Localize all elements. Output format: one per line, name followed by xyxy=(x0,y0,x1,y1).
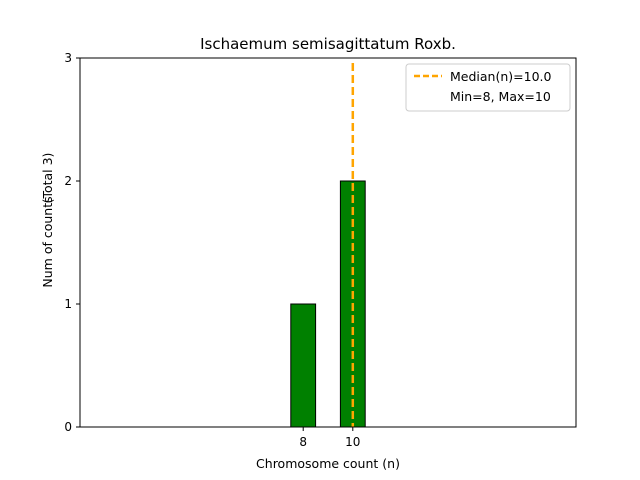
plot-area: 0 1 2 3 8 10 xyxy=(64,51,577,449)
x-tick-label-10: 10 xyxy=(345,435,360,449)
y-tick-label-2: 2 xyxy=(64,174,72,188)
x-axis-title: Chromosome count (n) xyxy=(256,456,400,471)
legend-range-label: Min=8, Max=10 xyxy=(450,89,551,104)
y-axis-title-total: (Total 3) xyxy=(40,153,55,204)
y-tick-label-3: 3 xyxy=(64,51,72,65)
y-axis-title: Num of counts xyxy=(40,196,55,287)
legend-frame xyxy=(405,63,571,112)
legend: Median(n)=10.0 Min=8, Max=10 xyxy=(405,63,571,112)
plot-frame xyxy=(79,57,577,428)
y-tick-label-1: 1 xyxy=(64,297,72,311)
legend-median-label: Median(n)=10.0 xyxy=(450,69,551,84)
y-tick-label-0: 0 xyxy=(64,420,72,434)
x-tick-label-8: 8 xyxy=(299,435,307,449)
chart-title: Ischaemum semisagittatum Roxb. xyxy=(200,35,456,53)
bar-x-8 xyxy=(290,303,317,428)
